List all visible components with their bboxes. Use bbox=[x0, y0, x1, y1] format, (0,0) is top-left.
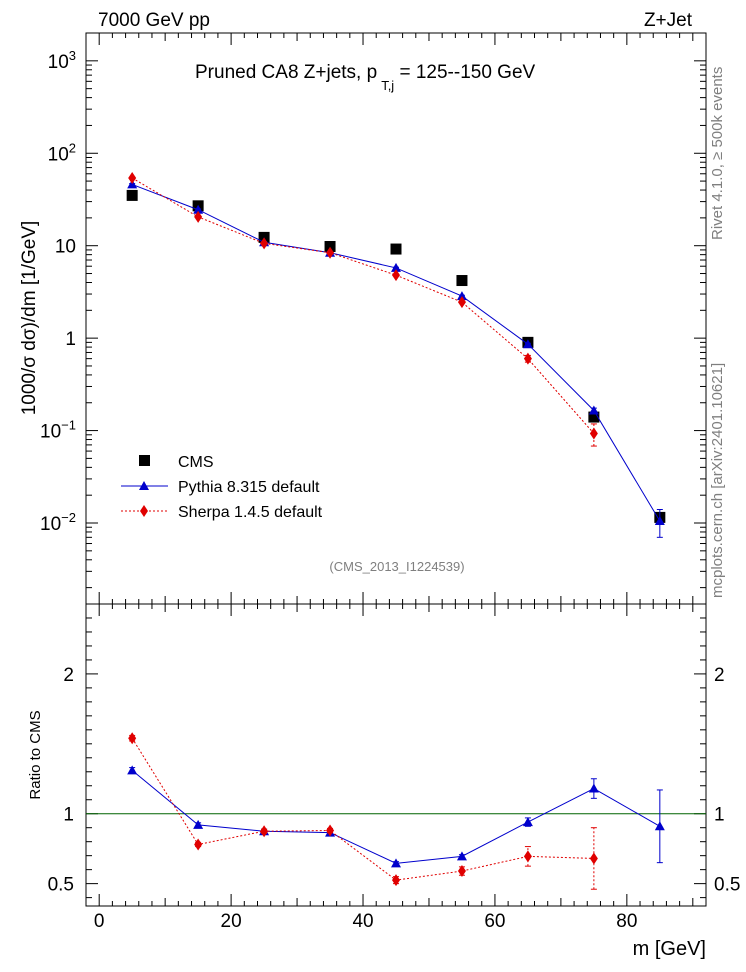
ratio-y-tick-label-right: 2 bbox=[714, 665, 725, 686]
ratio-y-ticks: 0.5 0.5 1 1 2 2 bbox=[48, 617, 740, 899]
main-sherpa-point bbox=[589, 427, 598, 440]
ratio-sherpa-point bbox=[523, 850, 532, 863]
ratio-sherpa-line bbox=[131, 737, 594, 881]
main-pythia-point bbox=[391, 262, 401, 272]
x-tick-label: 80 bbox=[616, 911, 637, 932]
x-tick-label: 0 bbox=[94, 911, 105, 932]
header-right: Z+Jet bbox=[644, 10, 693, 31]
ratio-sherpa-point bbox=[589, 852, 598, 865]
ratio-pythia-point bbox=[522, 817, 533, 827]
x-tick-label: 40 bbox=[352, 911, 373, 932]
x-tick-label: 60 bbox=[484, 911, 505, 932]
main-cms-point bbox=[390, 243, 402, 255]
main-title-subscript: T,j bbox=[381, 78, 394, 93]
ratio-y-label: Ratio to CMS bbox=[27, 710, 44, 799]
main-pythia-point bbox=[654, 516, 665, 526]
ratio-sherpa-point bbox=[392, 874, 400, 887]
main-panel: 10−2 10−1 1 10 102 103 Pruned CA8 Z+jets, p T,… bbox=[19, 32, 707, 605]
main-cms-point bbox=[324, 241, 336, 253]
ratio-y-tick-label-left: 2 bbox=[63, 665, 74, 686]
main-y-label: 1000/σ dσ)/dm [1/GeV] bbox=[19, 221, 40, 416]
main-sherpa-point bbox=[457, 296, 466, 309]
main-y-tick-label: 103 bbox=[48, 48, 76, 73]
main-series bbox=[126, 172, 666, 538]
ratio-sherpa-point bbox=[128, 732, 137, 745]
main-title-tail: = 125--150 GeV bbox=[394, 62, 535, 83]
main-y-tick-label: 102 bbox=[48, 140, 76, 165]
ratio-pythia-point bbox=[127, 765, 138, 775]
ratio-pythia-point bbox=[391, 858, 401, 868]
side-label-bottom: mcplots.cern.ch [arXiv:2401.10621] bbox=[709, 363, 726, 598]
ratio-frame bbox=[85, 603, 707, 907]
main-cms-point bbox=[456, 275, 468, 287]
legend-pythia-label: Pythia 8.315 default bbox=[178, 479, 320, 496]
header-left: 7000 GeV pp bbox=[98, 10, 210, 31]
legend-pythia-marker bbox=[139, 481, 149, 490]
main-cms-point bbox=[126, 189, 138, 201]
main-pythia-point bbox=[522, 339, 533, 349]
x-axis-label: m [GeV] bbox=[633, 938, 706, 960]
ratio-pythia-point bbox=[588, 783, 599, 793]
ratio-sherpa-point bbox=[326, 824, 335, 837]
ratio-sherpa-point bbox=[457, 865, 466, 878]
main-title-text: Pruned CA8 Z+jets, p bbox=[195, 62, 377, 83]
main-y-ticks: 10−2 10−1 1 10 102 103 bbox=[40, 48, 76, 535]
main-y-tick-label: 10−1 bbox=[40, 418, 76, 443]
ratio-y-tick-label-right: 0.5 bbox=[714, 875, 740, 896]
x-tick-label: 20 bbox=[221, 911, 242, 932]
side-label-top: Rivet 4.1.0, ≥ 500k events bbox=[709, 67, 726, 240]
main-sherpa-point bbox=[326, 246, 335, 259]
ratio-sherpa-point bbox=[194, 838, 203, 851]
watermark: (CMS_2013_I1224539) bbox=[329, 559, 464, 574]
legend: CMS Pythia 8.315 default Sherpa 1.4.5 de… bbox=[121, 454, 323, 521]
main-y-tick-label: 10−2 bbox=[40, 510, 76, 535]
main-y-tick-label: 10 bbox=[55, 237, 76, 258]
ratio-series bbox=[127, 732, 665, 890]
ratio-pythia-point bbox=[193, 819, 204, 829]
ratio-sherpa-point bbox=[260, 825, 269, 838]
main-pythia-point bbox=[588, 405, 599, 415]
main-sherpa-point bbox=[128, 172, 137, 185]
main-y-tick-label: 1 bbox=[65, 329, 76, 350]
ratio-pythia-point bbox=[654, 821, 665, 831]
ratio-x-ticks: 0 20 40 60 80 bbox=[94, 604, 694, 932]
ratio-y-tick-label-left: 0.5 bbox=[48, 875, 74, 896]
main-pythia-point bbox=[456, 291, 467, 301]
legend-cms-label: CMS bbox=[178, 454, 214, 471]
legend-cms-marker bbox=[139, 455, 150, 466]
main-sherpa-point bbox=[523, 352, 532, 365]
ratio-y-tick-label-right: 1 bbox=[714, 805, 725, 826]
main-cms-point bbox=[588, 411, 600, 423]
main-pythia-point bbox=[193, 204, 204, 214]
main-sherpa-point bbox=[392, 269, 400, 282]
ratio-pythia-point bbox=[456, 851, 467, 861]
main-sherpa-point bbox=[260, 237, 269, 250]
ratio-pythia-line bbox=[131, 769, 661, 864]
ratio-panel: 0.5 0.5 1 1 2 2 0 20 40 60 80 Ratio to CMS m [GeV… bbox=[27, 603, 740, 960]
main-sherpa-point bbox=[194, 210, 203, 223]
main-sherpa-line bbox=[131, 177, 595, 434]
ratio-y-tick-label-left: 1 bbox=[63, 805, 74, 826]
main-minor-ticks bbox=[86, 32, 706, 589]
main-x-ticks bbox=[98, 33, 694, 604]
legend-sherpa-label: Sherpa 1.4.5 default bbox=[178, 504, 323, 521]
main-title: Pruned CA8 Z+jets, p T,j = 125--150 GeV bbox=[195, 62, 536, 93]
legend-sherpa-marker bbox=[140, 505, 148, 517]
